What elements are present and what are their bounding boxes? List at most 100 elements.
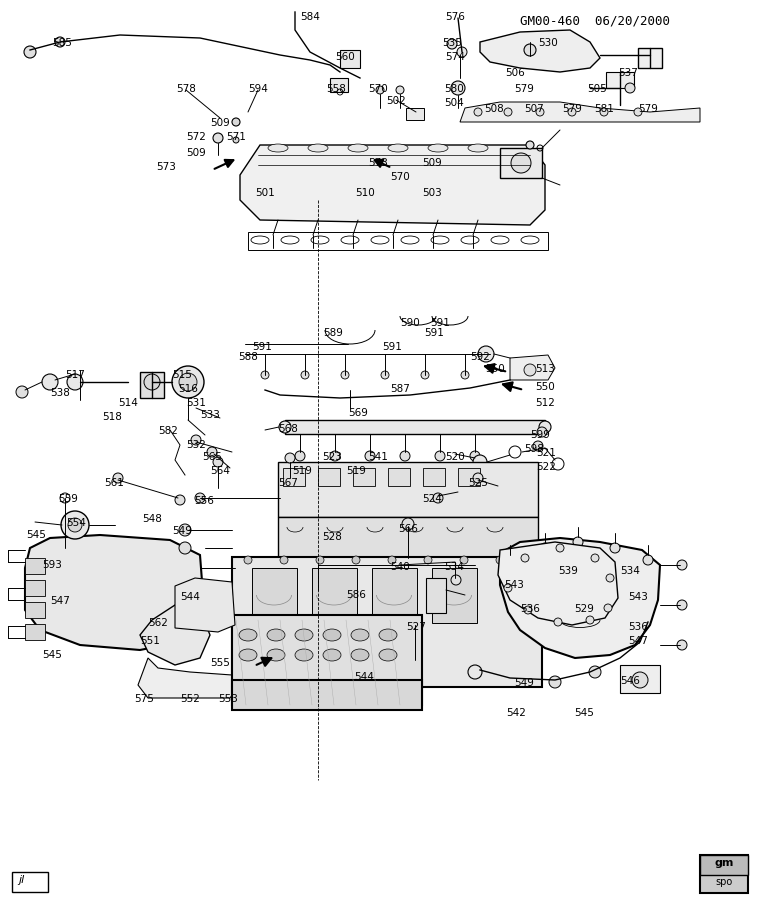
Bar — [330, 78, 348, 92]
Text: 524: 524 — [422, 494, 442, 504]
Circle shape — [634, 108, 642, 116]
Circle shape — [556, 544, 564, 552]
Circle shape — [175, 495, 185, 505]
Text: 593: 593 — [42, 560, 62, 570]
Bar — [458, 468, 480, 486]
Text: 570: 570 — [390, 172, 410, 182]
Circle shape — [533, 441, 543, 451]
Text: jl: jl — [18, 875, 24, 885]
Text: 546: 546 — [620, 676, 640, 686]
Bar — [25, 580, 45, 596]
Text: 564: 564 — [210, 466, 230, 476]
Text: 532: 532 — [186, 440, 206, 450]
Circle shape — [285, 453, 295, 463]
Text: 565: 565 — [202, 452, 222, 462]
Text: 528: 528 — [322, 532, 342, 542]
Text: 578: 578 — [176, 84, 196, 94]
Circle shape — [457, 47, 467, 57]
Text: 587: 587 — [390, 384, 410, 394]
Circle shape — [460, 556, 468, 564]
Polygon shape — [510, 355, 555, 380]
Text: 574: 574 — [445, 52, 465, 62]
Ellipse shape — [295, 649, 313, 661]
Ellipse shape — [379, 649, 397, 661]
Text: 514: 514 — [118, 398, 138, 408]
Text: 537: 537 — [618, 68, 638, 78]
Text: 559: 559 — [58, 494, 78, 504]
Bar — [432, 568, 477, 623]
Circle shape — [600, 108, 608, 116]
Circle shape — [261, 371, 269, 379]
Circle shape — [244, 556, 252, 564]
Bar — [252, 568, 297, 623]
Text: 561: 561 — [104, 478, 124, 488]
Circle shape — [280, 556, 288, 564]
Bar — [700, 855, 748, 875]
Circle shape — [213, 133, 223, 143]
Circle shape — [330, 451, 340, 461]
Circle shape — [410, 657, 420, 667]
Text: 527: 527 — [406, 622, 426, 632]
Circle shape — [524, 44, 536, 56]
Circle shape — [537, 427, 547, 437]
Circle shape — [606, 574, 614, 582]
Text: 584: 584 — [300, 12, 320, 22]
Circle shape — [532, 556, 540, 564]
Text: 591: 591 — [252, 342, 272, 352]
Ellipse shape — [267, 629, 285, 641]
Text: 542: 542 — [506, 708, 526, 718]
Polygon shape — [240, 145, 545, 225]
Circle shape — [524, 606, 532, 614]
Circle shape — [144, 374, 160, 390]
Text: 568: 568 — [278, 424, 298, 434]
Circle shape — [677, 600, 687, 610]
Bar — [340, 50, 360, 68]
Circle shape — [586, 616, 594, 624]
Circle shape — [632, 672, 648, 688]
Circle shape — [473, 455, 487, 469]
Circle shape — [591, 554, 599, 562]
Bar — [232, 615, 422, 705]
Text: 520: 520 — [445, 452, 465, 462]
Text: 507: 507 — [524, 104, 544, 114]
Text: 545: 545 — [42, 650, 62, 660]
Bar — [388, 468, 410, 486]
Text: 540: 540 — [390, 562, 410, 572]
Circle shape — [295, 451, 305, 461]
Text: 551: 551 — [140, 636, 160, 646]
Text: 541: 541 — [368, 452, 388, 462]
Text: 580: 580 — [444, 84, 464, 94]
Polygon shape — [138, 658, 240, 698]
Bar — [12, 872, 48, 892]
Text: 530: 530 — [538, 38, 558, 48]
Text: 572: 572 — [186, 132, 206, 142]
Text: 567: 567 — [278, 478, 298, 488]
Text: 547: 547 — [628, 636, 648, 646]
Text: 570: 570 — [368, 84, 388, 94]
Circle shape — [433, 493, 443, 503]
Bar — [278, 517, 538, 557]
Circle shape — [677, 560, 687, 570]
Text: 535: 535 — [442, 38, 462, 48]
Text: 521: 521 — [536, 448, 556, 458]
Ellipse shape — [468, 144, 488, 152]
Circle shape — [316, 556, 324, 564]
Text: 509: 509 — [186, 148, 206, 158]
Polygon shape — [500, 538, 660, 658]
Text: 553: 553 — [218, 694, 238, 704]
Text: 515: 515 — [172, 370, 192, 380]
Text: 536: 536 — [520, 604, 540, 614]
Text: 582: 582 — [158, 426, 178, 436]
Text: 592: 592 — [470, 352, 490, 362]
Bar — [312, 568, 357, 623]
Circle shape — [549, 676, 561, 688]
Circle shape — [233, 137, 239, 143]
Bar — [283, 468, 305, 486]
Circle shape — [468, 665, 482, 679]
Ellipse shape — [351, 649, 369, 661]
Circle shape — [376, 86, 384, 94]
Text: 586: 586 — [346, 590, 366, 600]
Text: 512: 512 — [535, 398, 555, 408]
Text: 533: 533 — [200, 410, 220, 420]
Text: 538: 538 — [50, 388, 70, 398]
